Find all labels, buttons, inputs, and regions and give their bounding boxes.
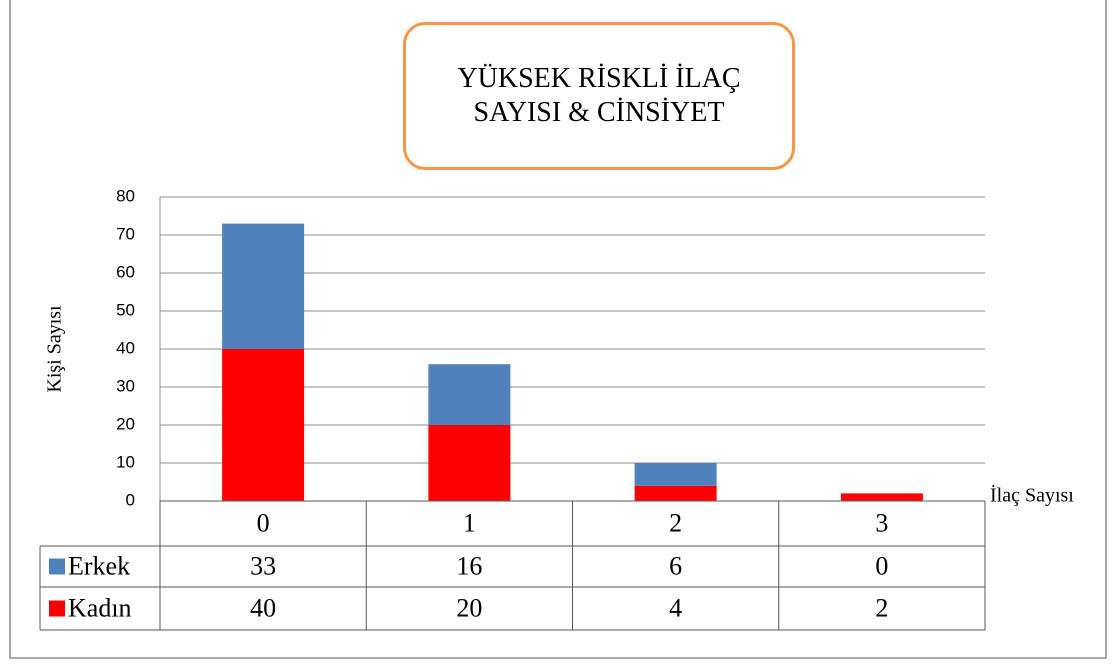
x-axis-label: İlaç Sayısı [990, 484, 1074, 507]
table-value: 20 [456, 593, 482, 622]
x-tick-label: 0 [257, 508, 270, 537]
legend-swatch [49, 600, 65, 617]
bar [222, 349, 305, 501]
table-value: 4 [669, 593, 682, 622]
bar [634, 485, 717, 501]
table-value: 6 [669, 551, 682, 580]
bar [634, 463, 717, 486]
y-tick-label: 80 [116, 186, 135, 205]
y-tick-label: 20 [116, 414, 135, 433]
y-tick-label: 50 [116, 300, 135, 319]
bar [222, 223, 305, 349]
x-tick-label: 3 [875, 508, 888, 537]
chart-title: YÜKSEK RİSKLİ İLAÇ SAYISI & CİNSİYET [403, 22, 795, 170]
table-value: 0 [875, 551, 888, 580]
y-tick-label: 70 [116, 224, 135, 243]
y-tick-label: 30 [116, 376, 135, 395]
bar [428, 425, 511, 501]
table-value: 16 [456, 551, 482, 580]
legend-label: Erkek [68, 551, 130, 580]
table-value: 33 [250, 551, 276, 580]
legend-label: Kadın [68, 593, 132, 622]
legend-swatch [49, 558, 65, 575]
chart-border [9, 0, 1107, 659]
y-tick-label: 40 [116, 338, 135, 357]
y-tick-label: 60 [116, 262, 135, 281]
table-value: 2 [875, 593, 888, 622]
y-axis-label: Kişi Sayısı [44, 305, 66, 393]
bar [840, 493, 923, 501]
table-value: 40 [250, 593, 276, 622]
bar [428, 364, 511, 425]
x-tick-label: 2 [669, 508, 682, 537]
y-tick-label: 0 [126, 490, 135, 509]
x-tick-label: 1 [463, 508, 476, 537]
y-tick-label: 10 [116, 452, 135, 471]
